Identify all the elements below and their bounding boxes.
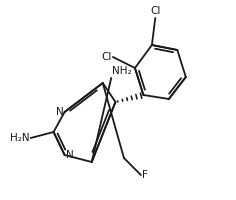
- Text: N: N: [66, 150, 73, 160]
- Text: Cl: Cl: [101, 52, 112, 62]
- Text: N: N: [56, 107, 64, 117]
- Text: Cl: Cl: [150, 6, 160, 16]
- Text: H₂N: H₂N: [10, 133, 30, 143]
- Text: NH₂: NH₂: [112, 66, 132, 76]
- Text: F: F: [142, 170, 148, 180]
